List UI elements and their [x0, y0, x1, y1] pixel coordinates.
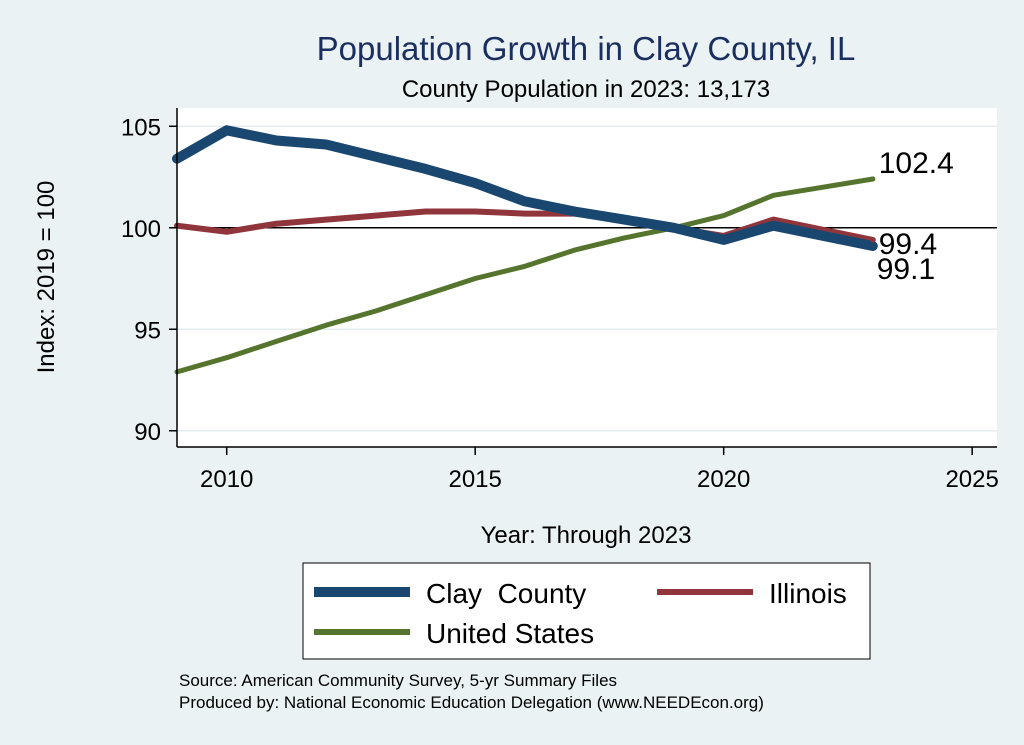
x-axis-title: Year: Through 2023: [481, 522, 692, 549]
plot-area: [177, 108, 997, 447]
y-tick-label-90: 90: [134, 419, 161, 446]
axes: 90 95 100 105 2010 2015 2020 2025: [121, 108, 999, 493]
end-label-illinois: 99.4: [879, 228, 937, 261]
series-line-illinois: [174, 208, 876, 243]
end-labels: 99.199.4 102.4: [870, 147, 954, 286]
end-marker-0: [870, 243, 876, 249]
x-tick-label-2025: 2025: [945, 466, 998, 493]
y-tick-label-100: 100: [121, 216, 161, 243]
x-tick-label-2010: 2010: [200, 466, 253, 493]
y-tick-label-105: 105: [121, 114, 161, 141]
end-label-united-states: 102.4: [879, 147, 954, 180]
x-tick-label-2015: 2015: [448, 466, 501, 493]
x-tick-label-2020: 2020: [697, 466, 750, 493]
end-marker-1: [870, 237, 876, 243]
legend-label-united-states: United States: [426, 618, 594, 649]
series-line-united-states: [174, 176, 876, 375]
end-marker-2: [870, 176, 876, 182]
end-label-clay-county: 99.1: [877, 253, 935, 286]
produced-note: Produced by: National Economic Education…: [179, 693, 764, 712]
legend-label-illinois: Illinois: [769, 578, 847, 609]
y-tick-label-95: 95: [134, 317, 161, 344]
legend: Clay County Illinois United States: [302, 562, 871, 660]
legend-label-clay-county: Clay County: [426, 578, 586, 609]
source-note: Source: American Community Survey, 5-yr …: [179, 671, 617, 690]
chart-subtitle: County Population in 2023: 13,173: [402, 76, 770, 103]
y-axis-title: Index: 2019 = 100: [33, 181, 60, 374]
series-line-clay-county: [172, 125, 878, 251]
chart-title: Population Growth in Clay County, IL: [317, 30, 856, 67]
series-lines: [172, 125, 878, 375]
legend-box: [302, 562, 871, 660]
